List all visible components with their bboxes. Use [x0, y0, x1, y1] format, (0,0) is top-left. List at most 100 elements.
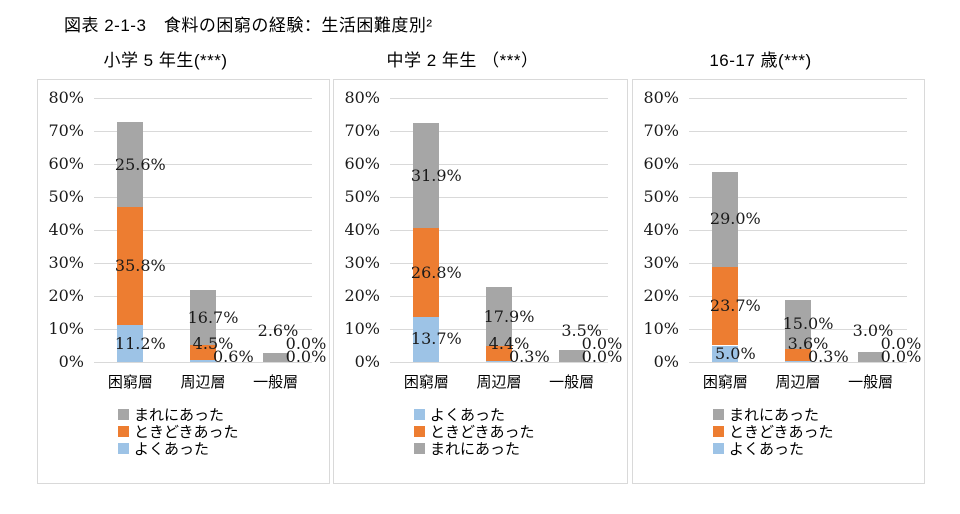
legend-item: よくあった: [713, 441, 804, 458]
data-label: 35.8%: [114, 255, 166, 275]
legend-swatch: [713, 409, 724, 421]
bar-segment: [486, 287, 512, 347]
data-label: 3.5%: [561, 321, 602, 340]
gridline: [390, 164, 608, 165]
gridline: [390, 362, 608, 363]
gridline: [94, 164, 312, 165]
legend-swatch: [414, 443, 425, 455]
data-label: 23.7%: [709, 296, 761, 316]
bar-segment: [190, 345, 216, 360]
data-label: 0.3%: [509, 347, 550, 366]
bar-segment: [190, 360, 216, 362]
legend-label: ときどきあった: [729, 424, 834, 442]
legend-item: ときどきあった: [713, 424, 834, 441]
legend-item: よくあった: [414, 407, 505, 424]
legend-label: まれにあった: [430, 441, 521, 459]
y-axis-tick-label: 60%: [643, 154, 679, 173]
legend-swatch: [414, 426, 425, 438]
y-axis-tick-label: 40%: [344, 220, 380, 239]
y-axis-tick-label: 80%: [48, 88, 84, 107]
data-label: 29.0%: [709, 209, 761, 229]
data-label: 0.0%: [880, 347, 922, 366]
legend-label: よくあった: [729, 441, 805, 459]
data-label: 13.7%: [410, 329, 462, 349]
legend-label: まれにあった: [134, 407, 225, 425]
bar-segment: [117, 325, 144, 362]
y-axis-tick-label: 0%: [354, 352, 380, 371]
y-axis-tick-label: 70%: [643, 121, 679, 140]
gridline: [94, 197, 312, 198]
category-label: 周辺層: [180, 374, 226, 391]
chart-title: 中学 2 年生 （***）: [386, 51, 539, 70]
y-axis-tick-label: 50%: [48, 187, 84, 206]
bar-segment: [413, 228, 440, 317]
gridline: [390, 131, 608, 132]
legend-item: まれにあった: [118, 407, 224, 424]
bar-segment: [785, 349, 811, 361]
data-label: 4.5%: [192, 334, 234, 353]
y-axis-tick-label: 80%: [643, 88, 679, 107]
y-axis-tick-label: 30%: [643, 253, 679, 272]
y-axis-tick-label: 50%: [643, 187, 679, 206]
gridline: [689, 230, 907, 231]
legend-swatch: [118, 443, 129, 455]
bar-segment: [262, 353, 289, 362]
y-axis-tick-label: 60%: [344, 154, 380, 173]
chart-panel-junior-high: 中学 2 年生 （***） 0% 10% 20% 30% 40% 50% 60% 70% 80%…: [333, 46, 628, 486]
gridline: [689, 164, 907, 165]
y-axis-tick-label: 30%: [344, 253, 380, 272]
gridline: [94, 230, 312, 231]
gridline: [689, 98, 907, 99]
y-axis-tick-label: 20%: [48, 286, 84, 305]
data-label: 0.0%: [581, 347, 623, 366]
bar-segment: [190, 290, 216, 346]
category-label: 困窮層: [403, 374, 449, 391]
legend-label: ときどきあった: [134, 424, 239, 442]
bar-segment: [486, 361, 512, 362]
legend-label: よくあった: [430, 407, 506, 425]
data-label: 26.8%: [410, 262, 462, 282]
category-label: 周辺層: [476, 374, 522, 391]
chart-area: 0% 10% 20% 30% 40% 50% 60% 70% 80% 11.2% 35.8% 25.6…: [37, 79, 330, 484]
category-label: 一般層: [253, 374, 299, 391]
data-label: 0.3%: [808, 347, 849, 366]
y-axis-tick-label: 40%: [643, 220, 679, 239]
chart-title: 小学 5 年生(***): [103, 51, 228, 70]
category-label: 一般層: [549, 374, 595, 391]
gridline: [390, 230, 608, 231]
gridline: [94, 98, 312, 99]
legend-item: まれにあった: [414, 441, 520, 458]
bar-segment: [117, 206, 144, 326]
data-label: 17.9%: [483, 306, 535, 326]
gridline: [390, 197, 608, 198]
data-label: 15.0%: [782, 314, 834, 334]
category-label: 周辺層: [775, 374, 821, 391]
category-label: 困窮層: [702, 374, 748, 391]
data-label: 4.4%: [488, 334, 530, 353]
bar-segment: [712, 267, 739, 346]
y-axis-tick-label: 20%: [344, 286, 380, 305]
legend-item: ときどきあった: [118, 424, 239, 441]
data-label: 3.6%: [787, 334, 829, 353]
data-label: 11.2%: [114, 333, 166, 353]
y-axis-tick-label: 80%: [344, 88, 380, 107]
legend-swatch: [118, 426, 129, 438]
bar-segment: [712, 345, 739, 362]
data-label: 25.6%: [114, 154, 166, 174]
y-axis-tick-label: 70%: [48, 121, 84, 140]
data-label: 0.0%: [285, 347, 327, 366]
chart-area: 0% 10% 20% 30% 40% 50% 60% 70% 80% 5.0% 23.7% 29.0%…: [632, 79, 925, 484]
legend-item: ときどきあった: [414, 424, 535, 441]
gridline: [689, 197, 907, 198]
gridline: [689, 362, 907, 363]
bar-segment: [558, 350, 585, 362]
legend-item: よくあった: [118, 441, 209, 458]
gridline: [94, 362, 312, 363]
legend-swatch: [713, 443, 724, 455]
y-axis-tick-label: 20%: [643, 286, 679, 305]
bar-segment: [785, 299, 811, 350]
y-axis-tick-label: 0%: [58, 352, 84, 371]
bar-segment: [712, 171, 739, 268]
y-axis-tick-label: 70%: [344, 121, 380, 140]
